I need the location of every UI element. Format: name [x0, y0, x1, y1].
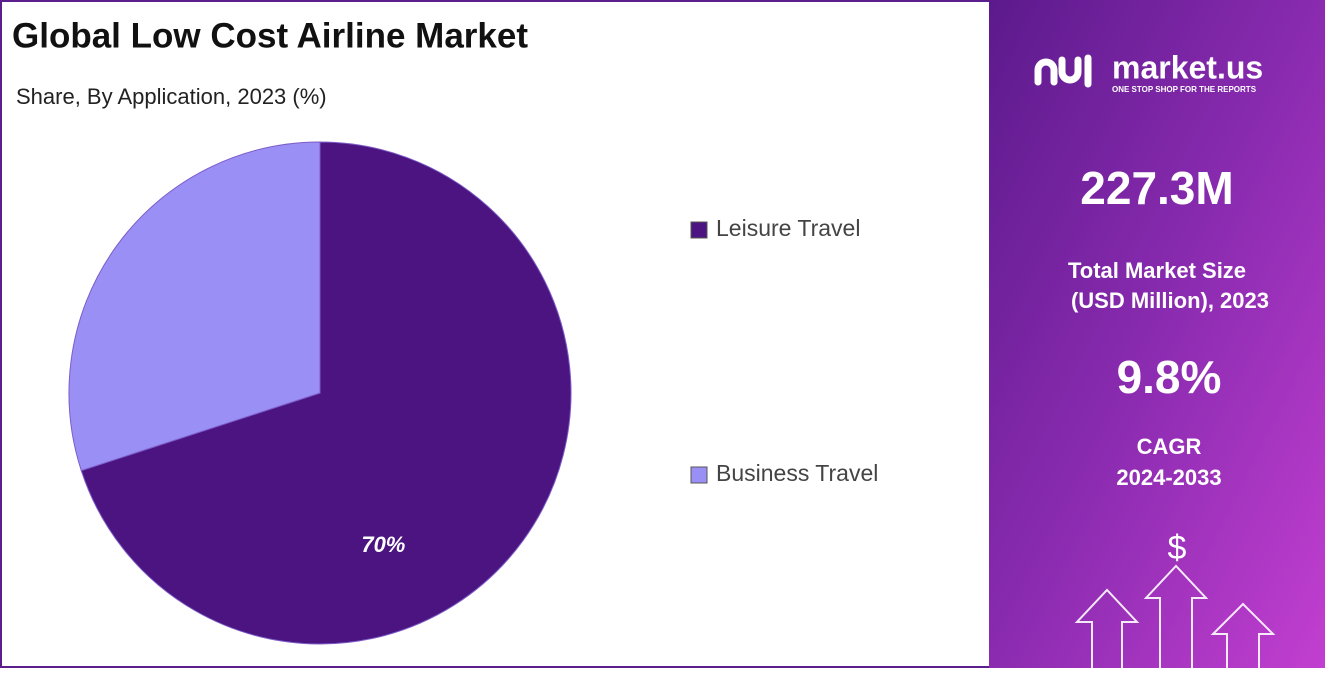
legend-label: Leisure Travel: [716, 215, 860, 241]
market-size-label: (USD Million), 2023: [1071, 288, 1269, 313]
data-label: 70%: [361, 532, 405, 557]
logo-text: market.us: [1112, 49, 1263, 85]
legend-label: Business Travel: [716, 460, 878, 486]
pie-slice: [68, 141, 321, 472]
logo-icon: [1034, 54, 1092, 88]
pie: 70%: [68, 141, 572, 645]
cagr-value: 9.8%: [1117, 351, 1222, 403]
legend: Leisure Travel Business Travel: [690, 215, 878, 486]
pie-slice: [80, 141, 572, 645]
logo-tagline: ONE STOP SHOP FOR THE REPORTS: [1112, 85, 1257, 94]
arrows: [1074, 564, 1276, 668]
side-panel: [989, 0, 1325, 668]
chart-subtitle: Share, By Application, 2023 (%): [16, 84, 327, 109]
legend-swatch: [690, 221, 708, 239]
dollar-icon: $: [1168, 529, 1187, 567]
cagr-label: CAGR: [1137, 434, 1202, 459]
chart-title: Global Low Cost Airline Market: [12, 16, 528, 55]
market-size: 227.3M: [1080, 162, 1233, 214]
cagr-label: 2024-2033: [1116, 465, 1221, 490]
legend-swatch: [690, 466, 708, 484]
market-size-label: Total Market Size: [1068, 258, 1246, 283]
